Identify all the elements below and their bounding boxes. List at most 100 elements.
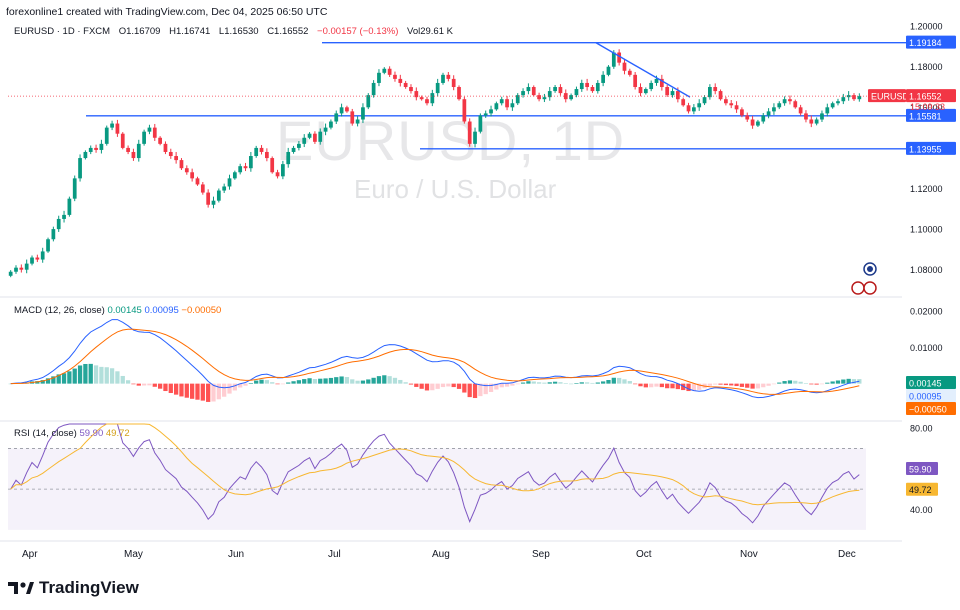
time-axis-tick: May <box>124 549 143 560</box>
level-tag: 1.19184 <box>909 38 942 48</box>
macd-hist-bar <box>686 383 691 392</box>
level-tag-bg <box>906 141 956 155</box>
macd-hist-bar <box>88 363 93 384</box>
candle-body <box>334 113 339 122</box>
macd-hist-bar <box>499 383 504 388</box>
macd-hist-bar <box>777 382 782 384</box>
macd-hist-bar <box>638 383 643 387</box>
candle-body <box>606 66 611 75</box>
macd-hist-bar <box>328 377 334 384</box>
candle-body <box>216 190 221 201</box>
price-axis-tick: 1.10000 <box>910 225 943 235</box>
candle-body <box>35 257 40 260</box>
macd-hist-bar <box>771 383 777 385</box>
candle-body <box>761 115 766 122</box>
candle-body <box>841 97 846 102</box>
candle-body <box>152 127 157 138</box>
macd-hist-bar <box>232 383 237 391</box>
macd-hist-bar <box>344 377 350 384</box>
candle-body <box>94 147 98 150</box>
macd-hist-bar <box>109 368 115 384</box>
candle-body <box>339 107 344 114</box>
macd-hist-bar <box>846 378 851 384</box>
macd-hist-bar <box>141 383 147 386</box>
open-value: O1.16709 <box>118 26 161 37</box>
symbol-label[interactable]: EURUSD · 1D · FXCM <box>14 26 111 37</box>
candle-body <box>238 166 243 173</box>
countdown-label: 15:09:33 <box>910 102 945 112</box>
candle-body <box>681 99 686 106</box>
candle-body <box>777 103 782 108</box>
macd-hist-bar <box>115 371 120 384</box>
rsi-value: 59.90 <box>79 428 104 439</box>
macd-hist-bar <box>387 376 392 384</box>
macd-hist-bar <box>120 375 125 384</box>
macd-hist-bar <box>510 383 515 386</box>
candle-body <box>825 107 830 114</box>
candle-body <box>307 133 312 138</box>
macd-hist-bar <box>366 379 371 384</box>
candle-body <box>734 105 739 110</box>
macd-hist-bar <box>483 383 488 395</box>
candle-body <box>457 87 461 100</box>
candle-body <box>569 95 573 100</box>
macd-hist-bar <box>611 377 616 384</box>
candle-body <box>265 151 269 159</box>
candle-body <box>526 87 531 92</box>
candle-body <box>622 62 627 71</box>
candle-body <box>499 99 504 104</box>
macd-hist-bar <box>472 383 478 399</box>
macd-hist-bar <box>590 382 595 384</box>
macd-hist-bar <box>809 383 814 385</box>
candle-body <box>313 133 317 142</box>
tradingview-logo[interactable]: TradingView <box>8 578 139 598</box>
candle-body <box>718 91 723 100</box>
price-axis-tick: 1.08000 <box>910 265 943 275</box>
macd-hist-bar <box>435 383 440 389</box>
watermark-title: EURUSD, 1D <box>276 109 626 172</box>
candle-body <box>409 87 413 92</box>
macd-legend: MACD (12, 26, close) 0.00145 0.00095 −0.… <box>14 305 221 316</box>
macd-signal-line <box>10 328 860 395</box>
rsi-ma-tag: 49.72 <box>909 485 932 495</box>
macd-hist-bar <box>600 381 606 384</box>
candle-body <box>633 74 638 88</box>
candle-body <box>232 172 237 179</box>
candle-body <box>163 143 168 152</box>
candle-body <box>350 111 355 124</box>
candle-body <box>692 107 696 112</box>
macd-hist-bar <box>227 383 232 394</box>
macd-hist-bar <box>542 382 547 384</box>
candle-body <box>83 151 88 159</box>
macd-hist-bar <box>579 382 584 384</box>
macd-hist-bar <box>825 382 830 384</box>
macd-hist-bar <box>216 383 221 400</box>
macd-hist-bar <box>713 383 718 385</box>
candle-body <box>745 115 750 120</box>
candle-body <box>649 82 654 90</box>
macd-hist-bar <box>286 382 291 384</box>
macd-hist-bar <box>152 383 157 387</box>
candle-body <box>814 119 819 124</box>
macd-hist-bar <box>584 382 590 384</box>
candle-body <box>275 172 280 177</box>
macd-hist-bar <box>558 382 563 384</box>
macd-hist-bar <box>376 376 382 384</box>
macd-hist-bar <box>595 382 600 384</box>
candle-body <box>19 267 24 270</box>
candle-body <box>590 87 595 92</box>
candle-body <box>67 198 72 215</box>
candle-body <box>387 68 392 75</box>
macd-hist-bar <box>462 383 467 393</box>
candle-body <box>425 99 429 104</box>
change-value: −0.00157 (−0.13%) <box>317 26 399 37</box>
candle-body <box>788 99 792 102</box>
candle-body <box>30 257 34 264</box>
candle-body <box>462 99 467 122</box>
candle-body <box>643 89 648 94</box>
price-axis-tick: 1.12000 <box>910 184 943 194</box>
low-value: L1.16530 <box>218 26 259 37</box>
macd-hist-bar <box>206 383 211 402</box>
macd-hist-bar <box>56 374 61 384</box>
